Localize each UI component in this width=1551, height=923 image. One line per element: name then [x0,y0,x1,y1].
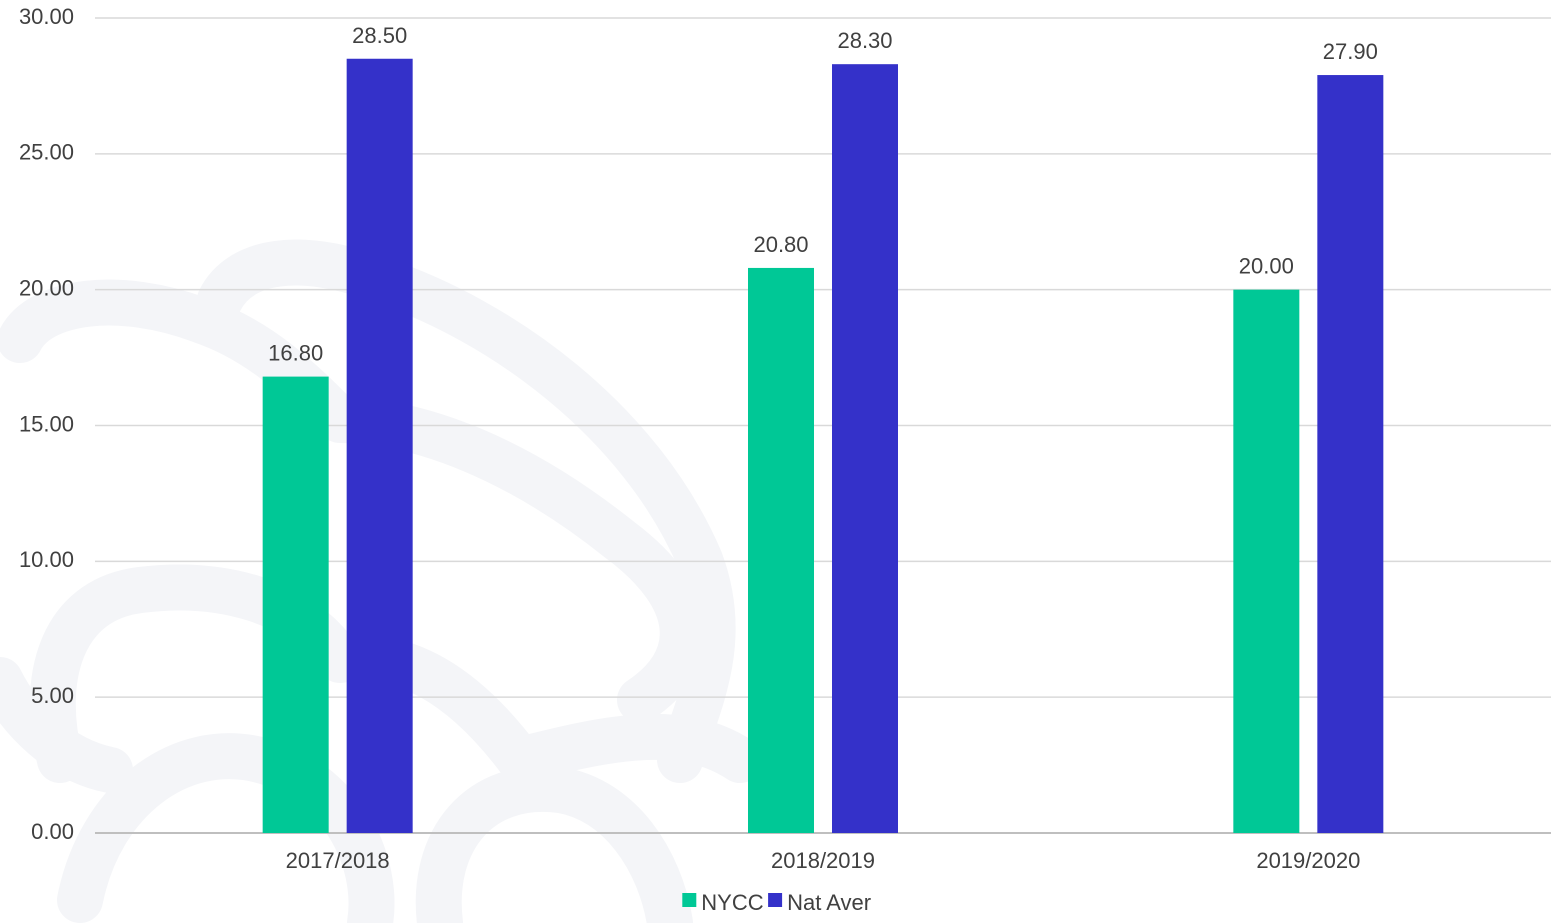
x-tick-label: 2017/2018 [286,848,390,873]
bar-nat-aver-2019-2020 [1317,75,1384,834]
data-label: 28.50 [352,23,407,48]
data-labels: 16.80 28.50 20.80 28.30 20.00 27.90 [268,23,1378,366]
data-label: 20.80 [753,232,808,257]
y-tick-label: 30.00 [19,4,74,29]
data-label: 20.00 [1239,254,1294,279]
x-tick-label: 2018/2019 [771,848,875,873]
legend-swatch-nycc [682,893,697,907]
gridlines [95,17,1551,834]
bars [262,58,1384,834]
y-tick-label: 5.00 [31,683,74,708]
bar-nycc-2017-2018 [262,376,329,833]
y-tick-label: 15.00 [19,411,74,436]
legend-label-nycc: NYCC [701,890,763,915]
y-axis: 0.00 5.00 10.00 15.00 20.00 25.00 30.00 [19,4,74,844]
y-tick-label: 0.00 [31,819,74,844]
bar-nycc-2018-2019 [748,267,814,833]
legend-label-nat-aver: Nat Aver [787,890,871,915]
x-axis: 2017/2018 2018/2019 2019/2020 [286,848,1361,873]
bar-nat-aver-2018-2019 [832,64,898,833]
y-tick-label: 25.00 [19,140,74,165]
bar-nycc-2019-2020 [1233,289,1300,834]
data-label: 28.30 [837,28,892,53]
x-tick-label: 2019/2020 [1256,848,1360,873]
legend: NYCC Nat Aver [682,890,871,915]
bar-nat-aver-2017-2018 [346,58,413,833]
data-label: 16.80 [268,341,323,366]
y-tick-label: 20.00 [19,275,74,300]
data-label: 27.90 [1323,39,1378,64]
legend-swatch-nat-aver [768,893,783,907]
y-tick-label: 10.00 [19,547,74,572]
